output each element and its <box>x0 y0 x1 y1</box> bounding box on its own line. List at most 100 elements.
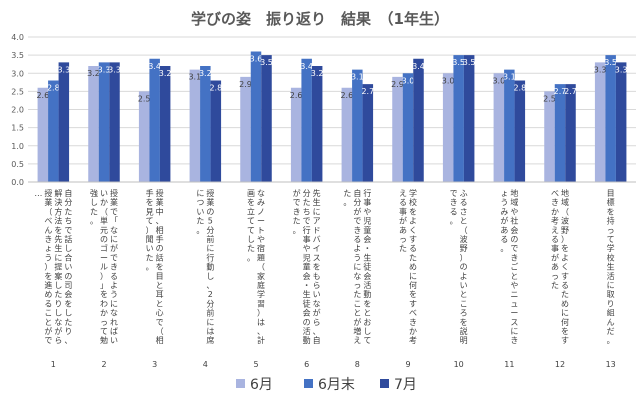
svg-text:手: 手 <box>156 234 164 244</box>
svg-text:で: で <box>64 226 72 235</box>
svg-text:た: た <box>54 290 62 299</box>
svg-text:会: 会 <box>64 289 72 299</box>
svg-text:事: 事 <box>303 234 311 244</box>
bar-value-label: 3.5 <box>604 58 617 67</box>
svg-text:る: る <box>500 235 508 244</box>
svg-text:の: の <box>460 263 468 272</box>
svg-text:自: 自 <box>353 188 361 198</box>
svg-text:る: る <box>561 281 569 290</box>
svg-text:を: を <box>561 244 569 253</box>
bar <box>189 69 201 182</box>
svg-text:を: を <box>100 290 108 299</box>
svg-text:動: 動 <box>206 263 214 272</box>
svg-text:（: （ <box>100 207 108 216</box>
bar-value-label: 2.5 <box>543 94 556 103</box>
svg-text:の: の <box>156 244 164 253</box>
svg-text:に: に <box>110 299 118 308</box>
svg-text:あ: あ <box>551 263 559 272</box>
svg-text:し: し <box>54 309 62 318</box>
svg-text:提: 提 <box>54 262 62 272</box>
svg-text:の: の <box>206 207 214 216</box>
svg-text:べ: べ <box>409 309 417 318</box>
svg-text:先: 先 <box>54 234 62 244</box>
svg-text:た: た <box>293 217 301 226</box>
bar <box>290 87 302 182</box>
svg-text:。: 。 <box>293 226 301 235</box>
svg-text:に: に <box>196 189 204 198</box>
svg-text:自: 自 <box>313 335 321 345</box>
svg-text:こ: こ <box>353 299 361 308</box>
svg-text:ょ: ょ <box>500 189 508 198</box>
svg-text:て: て <box>363 336 371 345</box>
svg-text:。: 。 <box>450 217 458 226</box>
gridlines <box>28 36 636 183</box>
bar <box>594 62 606 182</box>
svg-text:な: な <box>353 272 361 281</box>
svg-text:童: 童 <box>363 225 371 235</box>
svg-text:会: 会 <box>363 271 371 281</box>
svg-text:（: （ <box>561 207 569 216</box>
svg-text:（: （ <box>257 263 265 272</box>
svg-text:あ: あ <box>399 226 407 235</box>
svg-text:ル: ル <box>100 263 108 272</box>
svg-text:た: た <box>551 281 559 290</box>
svg-text:耳: 耳 <box>156 290 164 299</box>
bar <box>413 58 424 182</box>
svg-text:家: 家 <box>257 271 265 281</box>
svg-text:め: め <box>561 299 569 308</box>
svg-text:業: 業 <box>156 197 164 207</box>
bar-value-label: 2.7 <box>564 87 577 96</box>
bar <box>210 80 222 182</box>
svg-text:増: 増 <box>353 326 361 336</box>
svg-text:（: （ <box>460 226 468 235</box>
svg-text:き: き <box>44 235 52 244</box>
svg-text:を: を <box>561 327 569 336</box>
legend-swatch <box>304 379 313 388</box>
svg-text:行: 行 <box>206 252 214 262</box>
y-axis: 0.0 0.5 1.0 1.5 2.0 2.5 3.0 3.5 4.0 <box>11 33 24 187</box>
bar-value-label: 2.6 <box>340 91 353 100</box>
svg-text:考: 考 <box>551 217 559 226</box>
svg-text:ド: ド <box>313 226 321 235</box>
svg-text:活: 活 <box>607 271 615 281</box>
category-number: 12 <box>555 360 565 369</box>
svg-text:し: し <box>90 198 98 207</box>
svg-text:単: 単 <box>100 216 108 226</box>
svg-text:と: と <box>363 309 371 318</box>
svg-text:な: な <box>313 299 321 308</box>
svg-text:強: 強 <box>90 188 98 198</box>
svg-text:め: め <box>44 290 52 299</box>
svg-text:動: 動 <box>363 290 371 299</box>
bar <box>138 91 150 182</box>
svg-text:、: 、 <box>257 327 265 336</box>
svg-text:に: に <box>510 327 518 336</box>
svg-text:に: に <box>561 309 569 318</box>
svg-text:宿: 宿 <box>257 243 265 253</box>
bar-value-label: 3.6 <box>250 55 263 64</box>
svg-text:計: 計 <box>257 335 265 345</box>
legend-label: 6月末 <box>318 377 355 393</box>
svg-text:・: ・ <box>363 244 371 253</box>
svg-text:た: た <box>353 290 361 299</box>
svg-text:ー: ー <box>510 309 518 318</box>
svg-text:た: た <box>64 318 72 327</box>
svg-text:わ: わ <box>100 299 108 308</box>
svg-text:校: 校 <box>409 197 417 207</box>
category-number: 10 <box>454 360 464 369</box>
svg-text:や: や <box>510 281 518 290</box>
svg-text:相: 相 <box>156 335 164 345</box>
svg-text:地: 地 <box>561 188 569 198</box>
bar <box>240 76 251 182</box>
svg-text:分: 分 <box>206 226 214 235</box>
bar <box>200 66 211 182</box>
legend-item: 6月末 <box>304 377 355 393</box>
svg-text:う: う <box>500 198 508 207</box>
svg-text:が: が <box>313 308 321 318</box>
svg-text:を: を <box>409 207 417 216</box>
bar-value-label: 3.5 <box>260 58 273 67</box>
svg-text:事: 事 <box>551 243 559 253</box>
y-tick-label: 2.5 <box>11 87 24 96</box>
svg-text:持: 持 <box>607 216 615 226</box>
